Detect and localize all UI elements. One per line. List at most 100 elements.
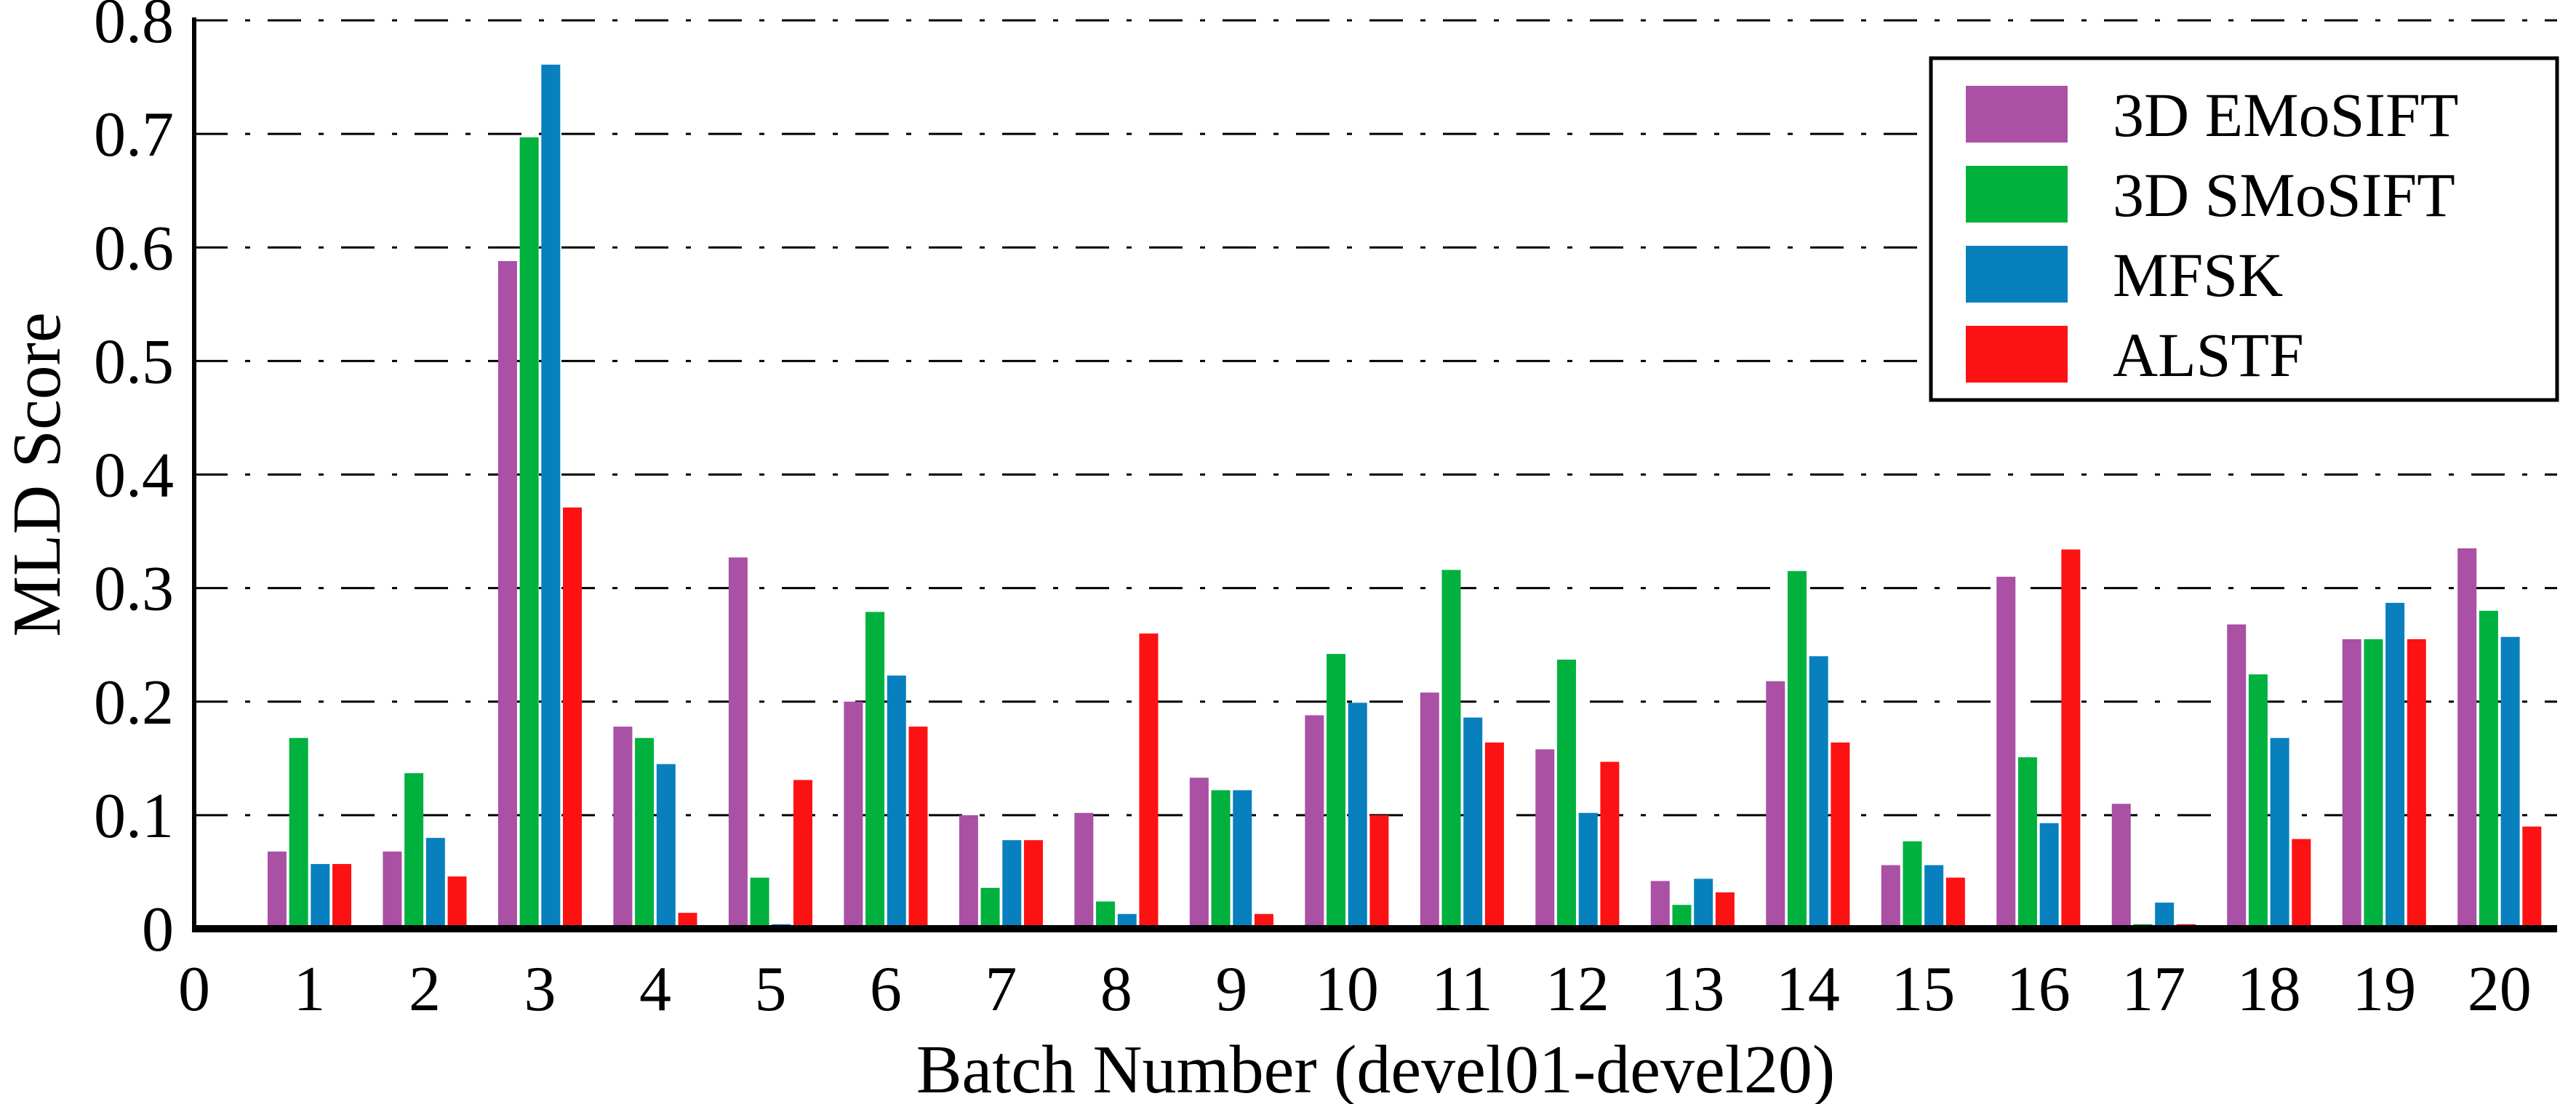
bar-alstf-batch5 — [793, 780, 812, 929]
bar-mfsk-batch11 — [1463, 717, 1483, 929]
bar-alstf-batch6 — [908, 727, 928, 929]
x-tick-label-7: 7 — [985, 954, 1017, 1025]
x-tick-label-4: 4 — [639, 954, 671, 1025]
bar-mfsk-batch17 — [2155, 903, 2175, 929]
bar-3d-smosift-batch12 — [1557, 659, 1577, 929]
bar-3d-emosift-batch19 — [2342, 639, 2361, 929]
bar-mfsk-batch8 — [1117, 913, 1137, 929]
x-tick-label-0: 0 — [178, 954, 210, 1025]
bar-3d-smosift-batch4 — [635, 737, 655, 929]
x-tick-label-10: 10 — [1315, 954, 1379, 1025]
x-tick-label-16: 16 — [2007, 954, 2071, 1025]
bar-mfsk-batch9 — [1233, 790, 1252, 929]
legend-label-3d-emosift: 3D EMoSIFT — [2113, 80, 2458, 150]
x-tick-label-8: 8 — [1100, 954, 1132, 1025]
x-tick-label-6: 6 — [870, 954, 902, 1025]
bar-alstf-batch14 — [1831, 742, 1850, 929]
x-tick-label-19: 19 — [2352, 954, 2416, 1025]
bar-3d-smosift-batch6 — [865, 612, 885, 929]
bar-alstf-batch7 — [1023, 840, 1043, 929]
bar-mfsk-batch12 — [1578, 812, 1598, 929]
bar-3d-emosift-batch12 — [1535, 749, 1555, 929]
x-tick-label-2: 2 — [409, 954, 441, 1025]
bar-3d-emosift-batch1 — [267, 851, 287, 929]
bar-mfsk-batch18 — [2270, 737, 2289, 929]
bar-3d-smosift-batch15 — [1903, 841, 1922, 929]
legend-label-3d-smosift: 3D SMoSIFT — [2113, 160, 2455, 230]
x-tick-label-5: 5 — [754, 954, 786, 1025]
bar-alstf-batch1 — [332, 864, 352, 929]
x-tick-label-11: 11 — [1431, 954, 1493, 1025]
y-tick-label-0: 0 — [142, 895, 174, 965]
x-tick-label-17: 17 — [2121, 954, 2185, 1025]
x-tick-label-3: 3 — [524, 954, 556, 1025]
bar-alstf-batch4 — [678, 913, 697, 929]
bar-mfsk-batch3 — [541, 64, 561, 929]
bar-mfsk-batch19 — [2385, 602, 2405, 929]
x-tick-label-9: 9 — [1215, 954, 1247, 1025]
bar-3d-smosift-batch19 — [2364, 639, 2383, 929]
y-tick-label-0.5: 0.5 — [94, 327, 174, 397]
x-axis-title: Batch Number (devel01-devel20) — [916, 1032, 1835, 1104]
bar-alstf-batch11 — [1484, 742, 1504, 929]
bar-3d-emosift-batch11 — [1420, 692, 1439, 929]
bar-3d-emosift-batch13 — [1650, 881, 1670, 929]
bar-3d-emosift-batch3 — [497, 260, 517, 929]
bar-3d-smosift-batch8 — [1096, 901, 1116, 929]
bar-mfsk-batch6 — [887, 675, 906, 929]
legend-swatch-mfsk — [1966, 246, 2068, 303]
bar-3d-smosift-batch14 — [1787, 571, 1807, 929]
bar-alstf-batch20 — [2522, 826, 2542, 929]
bar-alstf-batch16 — [2061, 549, 2081, 929]
y-tick-label-0.6: 0.6 — [94, 213, 174, 284]
bar-3d-smosift-batch5 — [750, 877, 769, 929]
bar-mfsk-batch13 — [1694, 879, 1713, 929]
bar-alstf-batch2 — [447, 876, 467, 929]
bar-alstf-batch15 — [1945, 877, 1965, 929]
bar-3d-smosift-batch10 — [1327, 654, 1346, 929]
x-tick-label-13: 13 — [1660, 954, 1724, 1025]
bar-mfsk-batch10 — [1348, 703, 1367, 929]
bar-3d-emosift-batch6 — [844, 701, 863, 929]
bar-3d-emosift-batch20 — [2457, 548, 2477, 929]
bar-alstf-batch9 — [1254, 913, 1273, 929]
legend-swatch-alstf — [1966, 326, 2068, 383]
bar-alstf-batch3 — [563, 507, 583, 929]
bar-3d-smosift-batch2 — [404, 773, 424, 929]
bar-3d-smosift-batch18 — [2248, 674, 2268, 929]
x-tick-label-20: 20 — [2468, 954, 2532, 1025]
x-tick-label-1: 1 — [293, 954, 325, 1025]
bar-3d-emosift-batch14 — [1766, 681, 1785, 929]
bar-3d-smosift-batch16 — [2017, 757, 2037, 929]
bar-alstf-batch13 — [1715, 892, 1735, 929]
bar-3d-emosift-batch15 — [1881, 865, 1900, 929]
y-axis-title: MLD Score — [0, 312, 75, 636]
bar-alstf-batch10 — [1369, 815, 1389, 929]
bar-mfsk-batch20 — [2500, 636, 2520, 929]
bar-3d-emosift-batch9 — [1189, 777, 1209, 929]
bar-3d-emosift-batch2 — [383, 851, 402, 929]
bar-alstf-batch8 — [1139, 633, 1159, 929]
legend-swatch-3d-emosift — [1966, 86, 2068, 143]
bar-alstf-batch12 — [1600, 761, 1620, 929]
legend-swatch-3d-smosift — [1966, 166, 2068, 223]
bar-3d-emosift-batch8 — [1074, 812, 1094, 929]
y-tick-label-0.8: 0.8 — [94, 0, 174, 57]
bar-alstf-batch19 — [2407, 639, 2426, 929]
bar-3d-smosift-batch3 — [519, 137, 539, 929]
bar-3d-smosift-batch20 — [2479, 610, 2498, 929]
bar-3d-emosift-batch18 — [2227, 624, 2247, 929]
bar-3d-emosift-batch5 — [728, 557, 748, 929]
bar-mfsk-batch15 — [1924, 865, 1944, 929]
bar-mfsk-batch4 — [656, 764, 676, 929]
bar-3d-smosift-batch11 — [1441, 569, 1461, 929]
bar-3d-emosift-batch4 — [613, 727, 633, 929]
bar-3d-emosift-batch16 — [1996, 577, 2016, 929]
bar-3d-emosift-batch7 — [959, 815, 978, 929]
y-tick-label-0.7: 0.7 — [94, 100, 174, 170]
legend-label-alstf: ALSTF — [2113, 320, 2304, 390]
y-tick-label-0.3: 0.3 — [94, 554, 174, 625]
bar-mfsk-batch2 — [425, 838, 445, 929]
bar-mfsk-batch7 — [1002, 840, 1022, 929]
